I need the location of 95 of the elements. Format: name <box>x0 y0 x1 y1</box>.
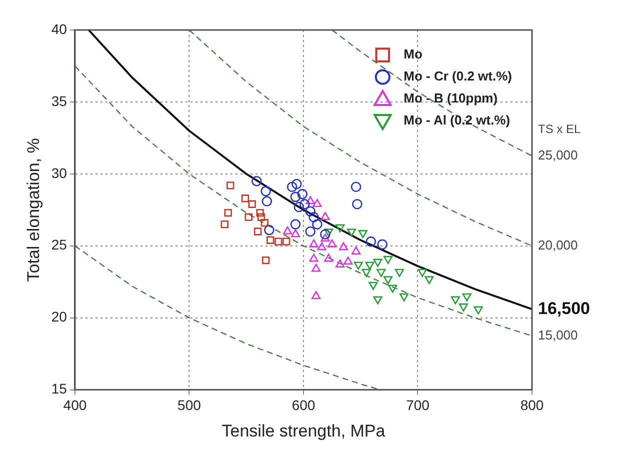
line-series <box>74 65 532 336</box>
point <box>324 228 334 237</box>
point <box>383 276 393 284</box>
point <box>260 219 268 227</box>
point <box>264 224 274 236</box>
point <box>418 268 427 277</box>
point <box>383 256 393 264</box>
point <box>260 186 271 196</box>
line-series <box>188 30 532 246</box>
point <box>312 219 322 230</box>
point <box>324 254 334 262</box>
y-tick-label: 15 <box>51 380 68 397</box>
point <box>320 229 330 240</box>
series-label: 16,500 <box>538 298 590 318</box>
point <box>291 178 302 190</box>
point <box>368 282 378 290</box>
point <box>251 176 262 186</box>
x-tick-label: 700 <box>406 397 430 414</box>
point <box>376 268 386 277</box>
legend-label: Mo - Cr (0.2 wt.%) <box>404 68 512 84</box>
point <box>244 213 252 221</box>
point <box>290 229 300 238</box>
point <box>220 220 228 228</box>
point <box>373 296 382 304</box>
series-label: 20,000 <box>538 237 578 252</box>
point <box>338 242 348 250</box>
point <box>274 238 282 246</box>
point <box>424 276 434 284</box>
line-series <box>331 30 532 157</box>
point <box>266 236 274 244</box>
point <box>262 256 270 264</box>
point <box>365 262 374 270</box>
point <box>286 182 298 192</box>
point <box>257 213 266 221</box>
x-tick-label: 600 <box>292 397 316 414</box>
point <box>256 208 264 217</box>
point <box>241 194 250 202</box>
point <box>388 284 398 293</box>
point <box>352 198 362 210</box>
point <box>354 262 363 270</box>
y-tick-label: 20 <box>51 308 68 325</box>
legend-label: Mo <box>404 46 422 62</box>
point <box>294 202 304 212</box>
point <box>254 228 262 236</box>
point <box>224 208 232 217</box>
point <box>226 182 234 190</box>
point <box>328 239 337 248</box>
point <box>282 226 292 234</box>
series-label: 25,000 <box>538 148 578 163</box>
point <box>312 198 322 208</box>
y-tick-label: 35 <box>51 92 68 109</box>
point <box>350 182 362 192</box>
text: TS x EL <box>538 122 582 136</box>
point <box>262 196 272 206</box>
y-axis-title: Total elongation, % <box>24 138 43 282</box>
series-label: 15,000 <box>538 327 578 342</box>
point <box>297 188 308 200</box>
point <box>462 293 472 302</box>
point <box>344 256 353 265</box>
point <box>305 206 316 216</box>
x-tick-label: 400 <box>63 397 87 414</box>
y-tick-label: 40 <box>51 20 68 37</box>
point <box>290 219 301 230</box>
point <box>309 254 318 262</box>
x-axis-title: Tensile strength, MPa <box>222 421 386 440</box>
point <box>474 306 483 314</box>
point <box>399 293 409 302</box>
point <box>306 196 315 204</box>
point <box>458 303 468 312</box>
point <box>373 258 382 267</box>
point <box>309 239 318 248</box>
point <box>299 198 310 210</box>
point <box>358 230 368 238</box>
y-tick-label: 25 <box>51 236 68 253</box>
point <box>394 268 404 277</box>
point <box>377 239 388 250</box>
legend-label: Mo - B (10ppm) <box>404 90 498 106</box>
point <box>362 268 371 277</box>
point <box>248 200 256 208</box>
point <box>290 192 301 202</box>
point <box>317 242 326 250</box>
point <box>320 212 330 220</box>
point <box>320 234 330 242</box>
y-tick-label: 30 <box>51 164 68 181</box>
legend-label: Mo - Al (0.2 wt.%) <box>404 112 510 128</box>
point <box>351 246 361 255</box>
point <box>336 224 345 232</box>
x-tick-label: 500 <box>178 397 202 414</box>
point <box>450 296 460 304</box>
point <box>366 236 376 247</box>
point <box>346 228 356 237</box>
point <box>305 226 316 237</box>
point <box>282 238 290 246</box>
x-tick-label: 800 <box>520 397 544 414</box>
point <box>308 212 319 222</box>
